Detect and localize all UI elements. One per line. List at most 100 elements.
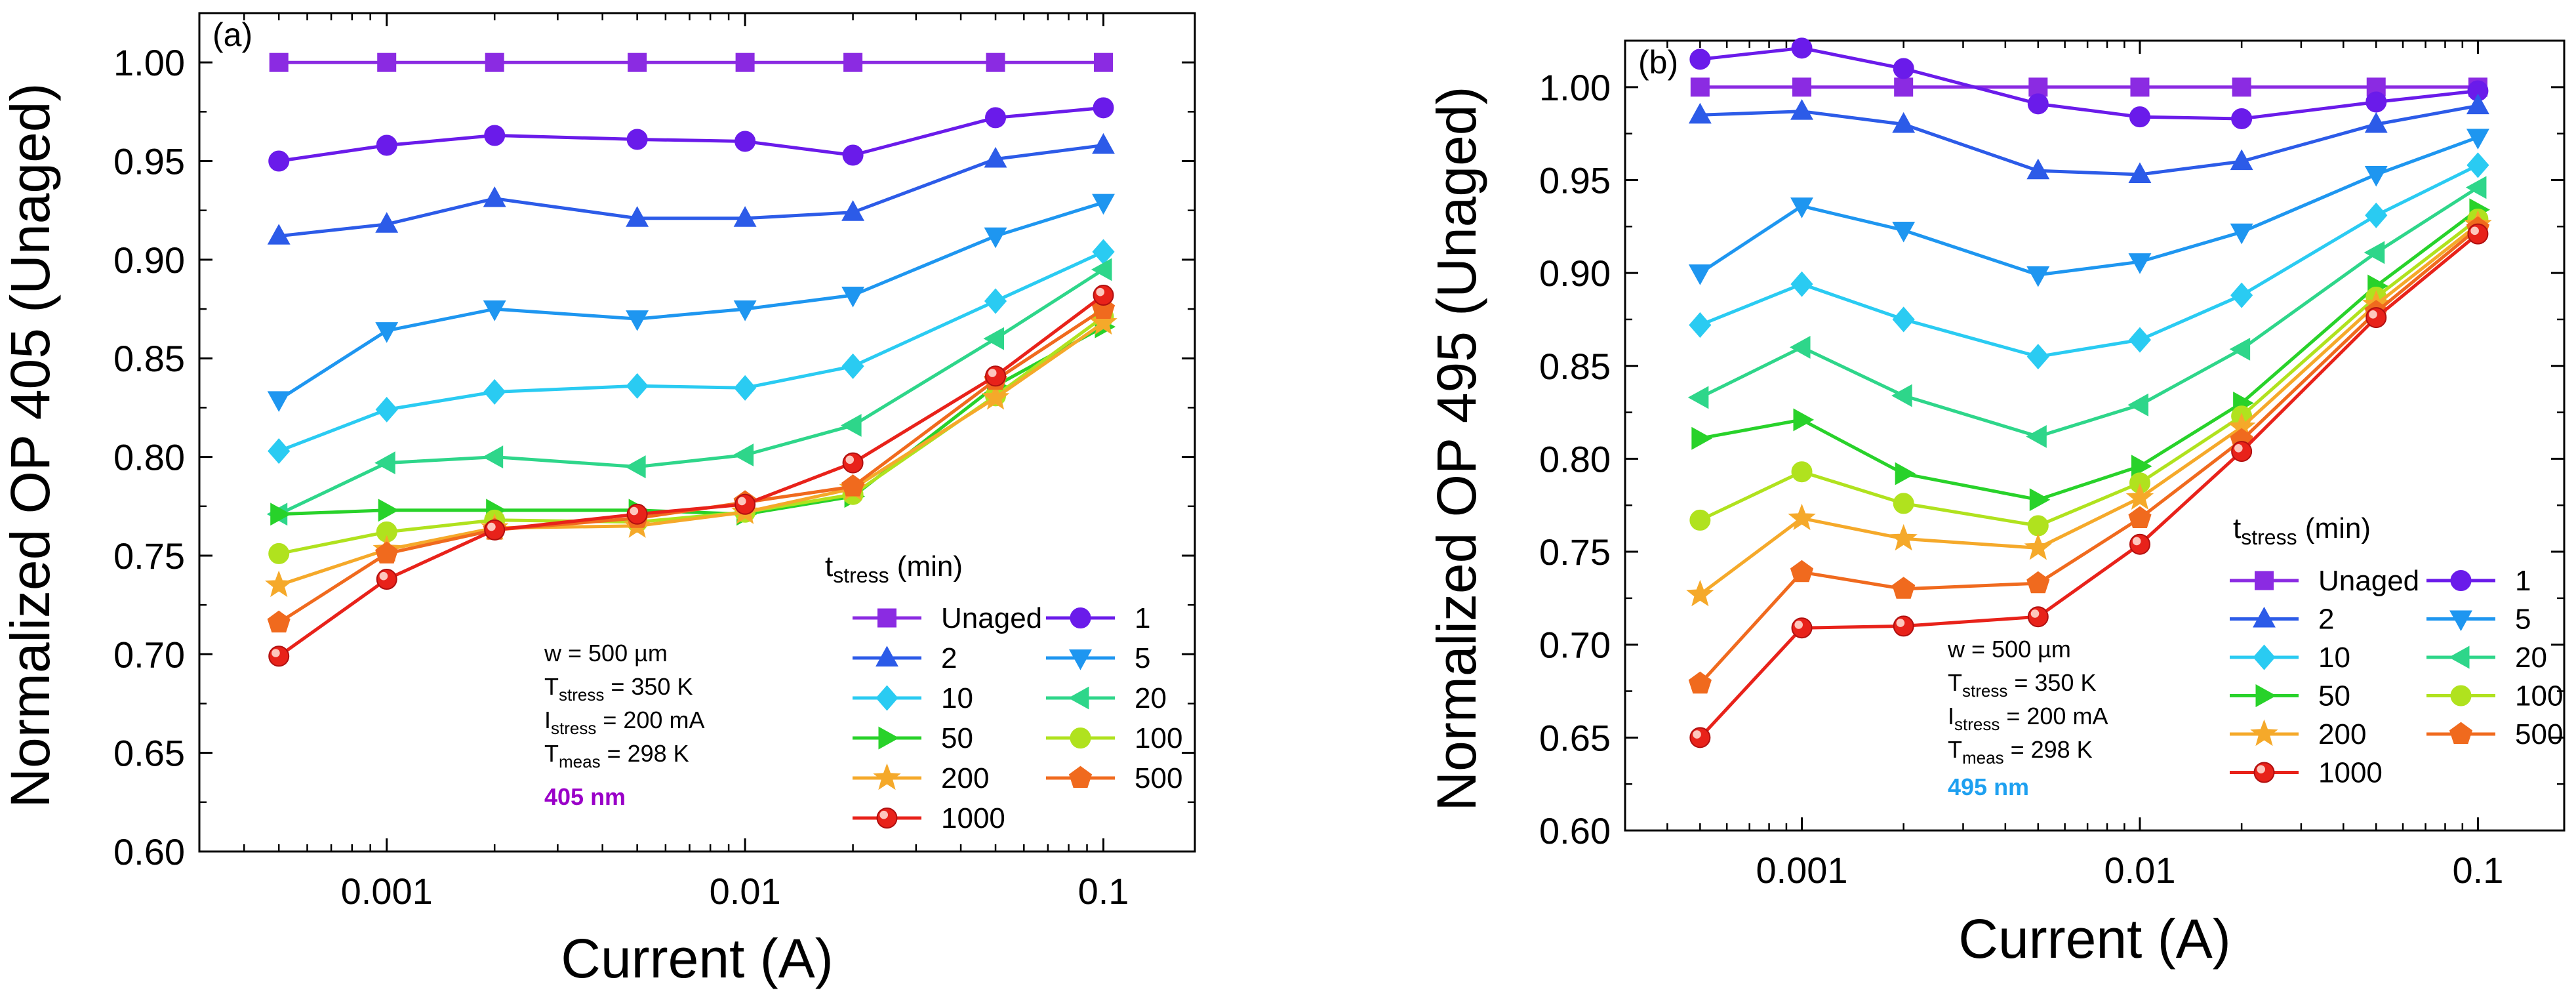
legend-title: tstress (min) (825, 550, 963, 587)
legend-marker (1068, 766, 1093, 788)
data-point (1092, 194, 1115, 215)
legend-entry-Unaged: Unaged (2230, 565, 2419, 597)
legend-marker (1068, 686, 1089, 710)
data-point (1089, 308, 1117, 335)
data-point (841, 414, 862, 437)
data-point (485, 52, 504, 72)
data-point (1689, 727, 1711, 749)
series-2 (1688, 93, 2489, 183)
data-point (735, 52, 755, 72)
data-point (2131, 455, 2152, 478)
data-point-body (2129, 533, 2150, 555)
annotation-main: w = 500 µm (1947, 636, 2071, 663)
data-point (734, 375, 757, 401)
legend-entry-5: 5 (1046, 642, 1150, 674)
data-point-highlight (2030, 609, 2040, 618)
annotation-main: w = 500 µm (544, 640, 668, 667)
data-point-body (985, 365, 1007, 387)
data-point (1894, 77, 1914, 97)
series-line (277, 201, 1104, 401)
annotation-sub: stress (559, 685, 604, 705)
data-point (735, 131, 756, 152)
annotation-sub: stress (1962, 681, 2007, 701)
plot-frame (198, 12, 1196, 853)
legend-label: 50 (2318, 680, 2350, 712)
data-point (2026, 571, 2050, 594)
y-tick-label: 0.75 (1539, 531, 1611, 573)
x-axis-title: Current (A) (1958, 908, 2230, 970)
data-point-body (1689, 727, 1711, 749)
data-point (1790, 560, 1814, 583)
data-point (985, 107, 1007, 129)
data-point (483, 186, 506, 207)
data-point (1788, 503, 1816, 531)
legend-marker (1070, 728, 1091, 749)
legend-entry-500: 500 (2426, 718, 2563, 750)
y-tick-label: 0.90 (113, 239, 185, 281)
series-1000 (1689, 223, 2489, 749)
data-point (1893, 615, 1914, 637)
legend-marker (2449, 722, 2473, 744)
y-tick-label: 1.00 (113, 42, 185, 83)
y-axis-title: Normalized OP 495 (Unaged) (1426, 86, 1487, 811)
data-point (1893, 58, 1914, 79)
legend-label: 1000 (2318, 757, 2383, 789)
data-point (374, 451, 395, 475)
data-point-highlight (2470, 226, 2479, 236)
data-point (269, 52, 289, 72)
data-point (1889, 523, 1918, 551)
data-point (985, 365, 1007, 387)
series-2 (267, 133, 1115, 245)
series-10 (268, 239, 1115, 464)
legend-marker-body (2253, 762, 2275, 783)
legend-label: 500 (1135, 762, 1182, 794)
data-point (2365, 202, 2388, 228)
legend-label: 1 (1135, 602, 1150, 634)
series-Unaged (1690, 77, 2487, 97)
series-line (1699, 232, 2479, 739)
legend-label: 1 (2515, 565, 2531, 597)
data-point (626, 373, 649, 399)
data-point (375, 212, 399, 233)
legend-entry-100: 100 (2426, 680, 2563, 712)
data-point (265, 570, 293, 598)
y-tick-label: 0.60 (1539, 810, 1611, 851)
legend-marker-body (876, 808, 898, 829)
legend-marker (2250, 719, 2278, 747)
legend-marker (2450, 570, 2472, 591)
legend-entry-20: 20 (2426, 642, 2547, 674)
data-point (841, 287, 865, 308)
y-tick-label: 0.80 (113, 437, 185, 478)
data-point (2365, 307, 2387, 329)
legend-label: 50 (941, 722, 973, 754)
data-point (2466, 152, 2489, 178)
data-point (626, 206, 649, 227)
legend-label: 10 (2318, 642, 2350, 674)
data-point (1689, 49, 1711, 70)
data-point (378, 499, 399, 522)
legend-marker (2255, 571, 2274, 590)
data-point-highlight (487, 522, 496, 531)
legend-entry-20: 20 (1046, 682, 1167, 714)
annotation-rest: = 350 K (2007, 669, 2096, 696)
data-point (1895, 462, 1916, 485)
legend-marker (2253, 606, 2276, 628)
data-point (375, 322, 399, 343)
annotation-line: Tmeas = 298 K (544, 740, 689, 771)
data-point (1091, 258, 1112, 281)
data-point (376, 569, 397, 590)
legend-marker (1070, 607, 1091, 628)
legend-label: 5 (2515, 604, 2531, 636)
legend-marker (2448, 646, 2470, 669)
data-point (2129, 106, 2150, 128)
data-point-highlight (1794, 621, 1803, 629)
annotation-sub: meas (1962, 748, 2004, 768)
annotation-sub: stress (1954, 714, 2000, 734)
y-tick-label: 0.95 (1539, 159, 1611, 201)
data-point (2027, 606, 2049, 628)
legend-marker (2255, 684, 2277, 707)
data-point-highlight (2132, 537, 2141, 546)
series-1 (268, 97, 1114, 172)
